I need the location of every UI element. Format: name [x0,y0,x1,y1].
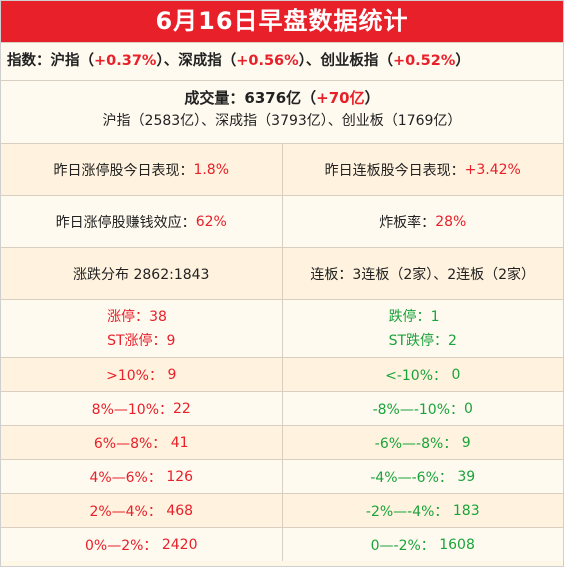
performance-row: 昨日涨停股今日表现： 1.8% 昨日连板股今日表现： +3.42% [1,143,563,195]
prev-streak-cell: 昨日连板股今日表现： +3.42% [281,144,564,195]
effect-row: 昨日涨停股赚钱效应： 62% 炸板率： 28% [1,195,563,247]
range-row: 6%—8%： 41 -6%—-8%： 9 [1,425,563,459]
limit-up-cell: 涨停： 38 ST涨停： 9 [1,300,282,357]
index-name-cyb: 创业板指 [320,53,379,69]
volume-total: 6376亿 [244,89,302,107]
break-rate-label: 炸板率： [379,214,436,231]
range-down-cell: -6%—-8%： 9 [281,426,564,459]
range-down-cell: -2%—-4%： 183 [281,494,564,527]
distribution-cell: 涨跌分布 2862:1843 [73,266,210,283]
profit-effect-cell: 昨日涨停股赚钱效应： 62% [1,196,282,247]
index-name-sh: 沪指 [50,53,80,69]
range-row: 0%—2%： 2420 0—-2%： 1608 [1,527,563,561]
st-limit-up-item: ST涨停： 9 [107,332,176,349]
profit-effect-value: 62% [195,213,227,230]
index-change-cyb: +0.52% [392,53,456,69]
range-down-cell: <-10%： 0 [281,358,564,391]
prev-limit-up-value: 1.8% [193,161,230,178]
prev-limit-up-cell: 昨日涨停股今日表现： 1.8% [1,144,282,195]
distribution-row: 涨跌分布 2862:1843 连板：3连板（2家）、2连板（2家） [1,247,563,299]
range-down-cell: -4%—-6%： 39 [281,460,564,493]
indices-row: 指数：沪指（+0.37%）、深成指（+0.56%）、创业板指（+0.52%） [1,42,563,80]
range-row: >10%： 9 <-10%： 0 [1,357,563,391]
range-row: 8%—10%： 22 -8%—-10%： 0 [1,391,563,425]
prev-streak-value: +3.42% [464,161,521,178]
range-up-cell: 8%—10%： 22 [91,400,191,418]
profit-effect-label: 昨日涨停股赚钱效应： [55,214,196,231]
prev-limit-up-label: 昨日涨停股今日表现： [53,162,194,179]
limit-down-cell: 跌停： 1 ST跌停： 2 [281,300,564,357]
range-row: 4%—6%： 126 -4%—-6%： 39 [1,459,563,493]
range-row: 2%—4%： 468 -2%—-4%： 183 [1,493,563,527]
break-rate-cell: 炸板率： 28% [281,196,564,247]
range-down-cell: 0—-2%： 1608 [281,528,564,561]
range-up-cell: 4%—6%： 126 [89,468,194,486]
break-rate-value: 28% [435,213,467,230]
index-name-sz: 深成指 [178,53,222,69]
volume-label: 成交量： [184,89,245,107]
volume-change: +70亿 [316,89,365,107]
volume-row: 成交量：6376亿（+70亿） 沪指（2583亿）、深成指（3793亿）、创业板… [1,80,563,143]
range-up-cell: 6%—8%： 41 [93,434,189,452]
prev-streak-label: 昨日连板股今日表现： [324,162,465,179]
range-up-cell: >10%： 9 [106,366,177,384]
volume-breakdown: 沪指（2583亿）、深成指（3793亿）、创业板（1769亿） [102,113,462,129]
index-change-sh: +0.37% [94,53,157,69]
indices-label: 指数： [7,53,51,69]
range-up-cell: 0%—2%： 2420 [84,536,198,554]
limit-up-item: 涨停： 38 [107,308,167,325]
page-title: 6月16日早盘数据统计 [1,1,563,42]
range-up-cell: 2%—4%： 468 [89,502,194,520]
st-limit-down-item: ST跌停： 2 [388,332,457,349]
index-change-sz: +0.56% [236,53,299,69]
limit-row: 涨停： 38 ST涨停： 9 跌停： 1 ST跌停： 2 [1,299,563,357]
limit-down-item: 跌停： 1 [388,308,440,325]
range-down-cell: -8%—-10%： 0 [281,392,564,425]
streak-boards-cell: 连板：3连板（2家）、2连板（2家） [281,248,564,299]
